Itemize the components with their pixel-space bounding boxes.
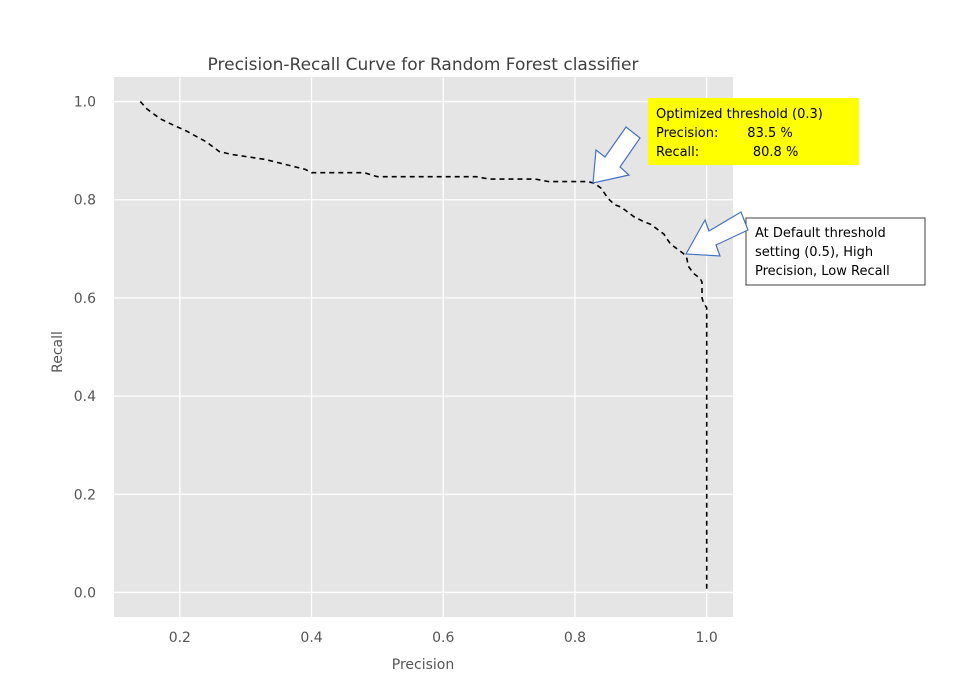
- annotation-default-threshold: At Default threshold setting (0.5), High…: [685, 211, 926, 286]
- annotation-default-line-2: setting (0.5), High: [755, 245, 873, 260]
- x-tick-label: 1.0: [696, 630, 718, 646]
- plot-background: [114, 77, 733, 617]
- annotation-optimized-arrow: [592, 126, 641, 184]
- annotation-optimized-line-2: Precision: 83.5 %: [656, 126, 793, 141]
- grid-lines: [114, 77, 733, 617]
- annotation-default-box: [745, 217, 926, 286]
- y-tick-label: 0.6: [74, 291, 96, 307]
- y-tick-label: 0.2: [74, 487, 96, 503]
- x-tick-label: 0.6: [432, 630, 454, 646]
- y-tick-label: 0.8: [74, 193, 96, 209]
- annotation-optimized-line-3: Recall: 80.8 %: [656, 145, 798, 160]
- x-tick-label: 0.4: [300, 630, 322, 646]
- x-axis-label: Precision: [392, 657, 454, 673]
- annotation-optimized-box: [648, 98, 859, 165]
- tick-labels: 0.2 0.4 0.6 0.8 1.0 0.0 0.2 0.4 0.6 0.8 1.0: [74, 95, 718, 646]
- annotation-default-line-3: Precision, Low Recall: [755, 264, 890, 279]
- chart-title: Precision-Recall Curve for Random Forest…: [208, 55, 639, 75]
- y-tick-label: 0.0: [74, 585, 96, 601]
- x-tick-label: 0.2: [169, 630, 191, 646]
- y-tick-label: 1.0: [74, 95, 96, 111]
- annotation-default-line-1: At Default threshold: [755, 226, 886, 241]
- y-tick-label: 0.4: [74, 389, 96, 405]
- annotation-default-arrow: [685, 211, 749, 257]
- annotation-optimized-threshold: Optimized threshold (0.3) Precision: 83.…: [592, 98, 859, 184]
- annotation-optimized-line-1: Optimized threshold (0.3): [656, 107, 823, 122]
- pr-curve-series: [139, 100, 708, 593]
- y-axis-label: Recall: [50, 331, 66, 373]
- x-tick-label: 0.8: [564, 630, 586, 646]
